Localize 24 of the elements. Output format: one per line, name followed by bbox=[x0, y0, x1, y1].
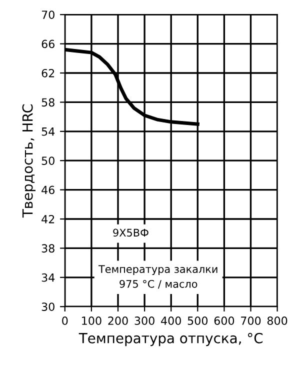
x-tick-label: 500 bbox=[188, 316, 208, 325]
x-tick-label: 300 bbox=[134, 316, 154, 325]
y-tick-label: 58 bbox=[42, 98, 54, 107]
y-tick-label: 66 bbox=[42, 40, 54, 48]
y-tick-label: 42 bbox=[42, 214, 54, 224]
x-tick-label: 400 bbox=[161, 316, 181, 325]
y-tick-label: 50 bbox=[42, 156, 54, 165]
x-tick-label: 700 bbox=[241, 316, 261, 325]
x-tick-label: 800 bbox=[267, 316, 288, 325]
annotation: 9Х5ВФ bbox=[113, 228, 148, 237]
y-tick-label: 70 bbox=[42, 10, 54, 19]
x-tick-label: 600 bbox=[214, 316, 234, 325]
y-tick-label: 62 bbox=[42, 68, 54, 78]
y-tick-label: 54 bbox=[42, 128, 55, 136]
x-tick-label: 100 bbox=[82, 316, 102, 325]
x-axis-title: Температура отпуска, °С bbox=[78, 332, 263, 346]
y-axis-title: Твердость, HRC bbox=[22, 104, 36, 218]
y-tick-label: 30 bbox=[42, 302, 54, 311]
y-tick-label: 38 bbox=[42, 244, 54, 253]
x-tick-label: 0 bbox=[62, 316, 68, 325]
y-tick-label: 34 bbox=[42, 273, 55, 282]
annotation: Температура закалки 975 °С / масло bbox=[98, 265, 218, 289]
x-tick-label: 200 bbox=[108, 316, 128, 325]
y-tick-label: 46 bbox=[42, 186, 54, 194]
